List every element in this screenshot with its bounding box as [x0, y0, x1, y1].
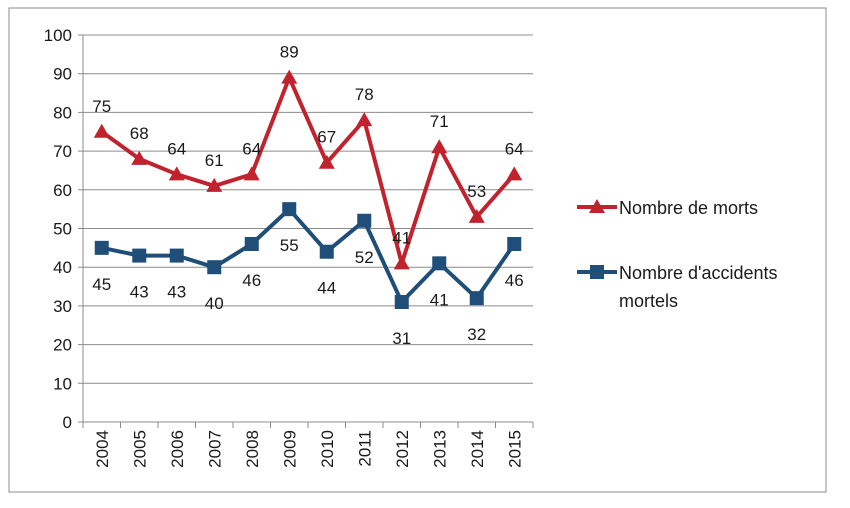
data-point-accidents: [132, 248, 147, 263]
data-label-accidents: 43: [167, 283, 186, 302]
y-tick-label: 10: [53, 374, 72, 393]
data-point-morts: [281, 69, 298, 84]
data-point-morts: [131, 150, 148, 165]
y-tick-label: 30: [53, 297, 72, 316]
data-label-morts: 64: [505, 139, 524, 158]
legend-label-morts: Nombre de morts: [619, 198, 758, 218]
data-label-morts: 75: [92, 97, 111, 116]
legend: Nombre de morts Nombre d'accidents mortels: [577, 198, 778, 311]
axes: 0 10 20 30 40 50 60 70 80 90 100 2004 2005 2006 2007 20…: [44, 26, 534, 468]
data-point-accidents: [357, 213, 372, 228]
chart-border: [8, 7, 827, 493]
x-tick-label: 2010: [318, 430, 337, 468]
data-label-accidents: 32: [467, 325, 486, 344]
data-label-accidents: 46: [242, 271, 261, 290]
data-label-accidents: 31: [392, 329, 411, 348]
x-tick-label: 2011: [355, 430, 374, 467]
y-tick-label: 40: [53, 258, 72, 277]
data-label-morts: 41: [392, 228, 411, 247]
data-point-morts: [393, 255, 410, 270]
data-label-morts: 61: [205, 151, 224, 170]
data-point-accidents: [432, 256, 447, 271]
y-tick-label: 60: [53, 181, 72, 200]
data-label-accidents: 45: [92, 275, 111, 294]
y-tick-label: 100: [44, 26, 72, 45]
data-label-morts: 67: [317, 128, 336, 147]
x-tick-label: 2012: [393, 430, 412, 468]
data-label-morts: 64: [167, 139, 186, 158]
series: [93, 69, 523, 310]
x-tick-label: 2008: [243, 430, 262, 468]
data-label-accidents: 46: [505, 271, 524, 290]
data-point-morts: [93, 123, 110, 138]
data-label-accidents: 44: [317, 279, 336, 298]
data-label-accidents: 40: [205, 294, 224, 313]
data-point-accidents: [207, 260, 222, 275]
data-point-morts: [468, 208, 485, 223]
data-point-morts: [506, 166, 523, 181]
data-point-morts: [431, 139, 448, 154]
x-tick-label: 2015: [505, 430, 524, 468]
x-tick-label: 2005: [130, 430, 149, 468]
y-tick-label: 80: [53, 103, 72, 122]
y-tick-label: 70: [53, 142, 72, 161]
x-tick-label: 2013: [430, 430, 449, 468]
data-label-accidents: 52: [355, 248, 374, 267]
data-point-morts: [356, 112, 373, 127]
data-label-accidents: 41: [430, 290, 449, 309]
x-tick-label: 2007: [205, 430, 224, 468]
data-point-accidents: [244, 236, 259, 251]
data-point-accidents: [469, 291, 484, 306]
y-tick-label: 0: [63, 413, 72, 432]
legend-marker-morts: [589, 199, 605, 213]
data-point-morts: [206, 177, 223, 192]
data-point-morts: [318, 154, 335, 169]
data-point-accidents: [282, 202, 297, 217]
y-tick-label: 50: [53, 220, 72, 239]
data-label-morts: 89: [280, 43, 299, 62]
y-tick-label: 20: [53, 336, 72, 355]
data-label-accidents: 55: [280, 236, 299, 255]
data-label-morts: 64: [242, 139, 261, 158]
data-label-morts: 71: [430, 112, 449, 131]
data-point-morts: [243, 166, 260, 181]
series-line-morts: [100, 75, 516, 266]
data-label-morts: 78: [355, 85, 374, 104]
data-label-morts: 53: [467, 182, 486, 201]
data-point-morts: [168, 166, 185, 181]
data-point-accidents: [169, 248, 184, 263]
x-tick-label: 2014: [468, 430, 487, 468]
y-tick-label: 90: [53, 65, 72, 84]
data-label-morts: 68: [130, 124, 149, 143]
data-point-accidents: [94, 240, 109, 255]
x-tick-label: 2009: [280, 430, 299, 468]
data-point-accidents: [507, 236, 522, 251]
data-point-accidents: [394, 295, 409, 310]
legend-marker-accidents: [590, 265, 604, 279]
data-labels: 75 68 64 61 64 89 67 78 41 71 53 64 45 43 43 40 46 55 44 52…: [92, 43, 523, 348]
data-point-accidents: [319, 244, 334, 259]
legend-label-accidents: Nombre d'accidents: [619, 263, 778, 283]
x-tick-label: 2004: [93, 430, 112, 468]
legend-label-accidents: mortels: [619, 291, 678, 311]
data-label-accidents: 43: [130, 283, 149, 302]
x-tick-label: 2006: [168, 430, 187, 468]
